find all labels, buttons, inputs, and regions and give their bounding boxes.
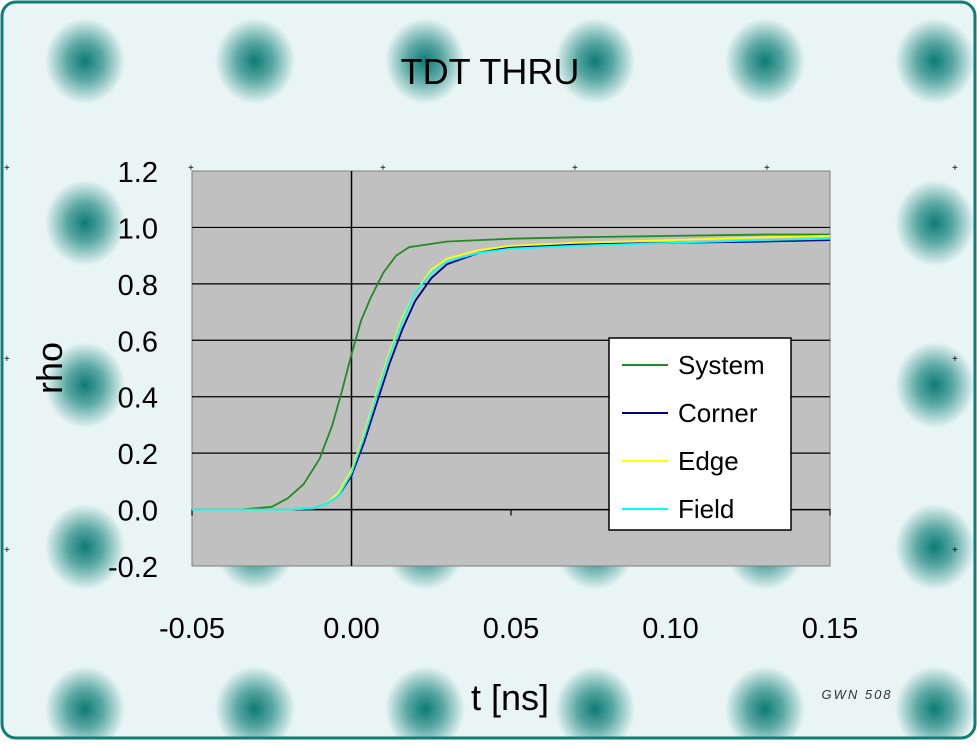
- legend-label-system: System: [678, 350, 765, 380]
- svg-text:+: +: [188, 163, 194, 174]
- series-line-system: [192, 233, 830, 511]
- svg-text:+: +: [952, 354, 958, 365]
- x-tick-label: 0.00: [323, 613, 379, 645]
- y-tick-label: 0.6: [118, 326, 158, 358]
- svg-text:+: +: [764, 163, 770, 174]
- svg-text:+: +: [4, 163, 10, 174]
- y-tick-label: 0.8: [118, 270, 158, 302]
- y-tick-label: -0.2: [108, 552, 158, 584]
- svg-text:+: +: [952, 545, 958, 556]
- y-tick-label: 0.0: [118, 496, 158, 528]
- svg-text:+: +: [4, 545, 10, 556]
- y-tick-label: 0.2: [118, 439, 158, 471]
- svg-text:+: +: [380, 163, 386, 174]
- corner-marks: + + + + + + + + + +: [4, 163, 958, 556]
- y-axis-label: rho: [29, 342, 70, 394]
- legend-label-edge: Edge: [678, 446, 739, 476]
- x-axis-label: t [ns]: [471, 677, 549, 718]
- svg-text:+: +: [572, 163, 578, 174]
- series-line-field: [192, 237, 831, 511]
- chart-title: TDT THRU: [401, 51, 580, 92]
- legend: System Corner Edge Field: [608, 337, 792, 531]
- x-tick-label: 0.05: [483, 613, 539, 645]
- y-tick-label: 1.0: [118, 213, 158, 245]
- x-tick-label: -0.05: [159, 613, 225, 645]
- y-tick-label: 1.2: [118, 157, 158, 189]
- x-tick-label: 0.15: [802, 613, 858, 645]
- x-tick-label: 0.10: [642, 613, 698, 645]
- legend-label-corner: Corner: [678, 398, 758, 428]
- watermark: GWN 508: [821, 687, 892, 702]
- svg-text:+: +: [952, 163, 958, 174]
- svg-text:+: +: [4, 354, 10, 365]
- legend-label-field: Field: [678, 494, 734, 524]
- y-tick-label: 0.4: [118, 383, 158, 415]
